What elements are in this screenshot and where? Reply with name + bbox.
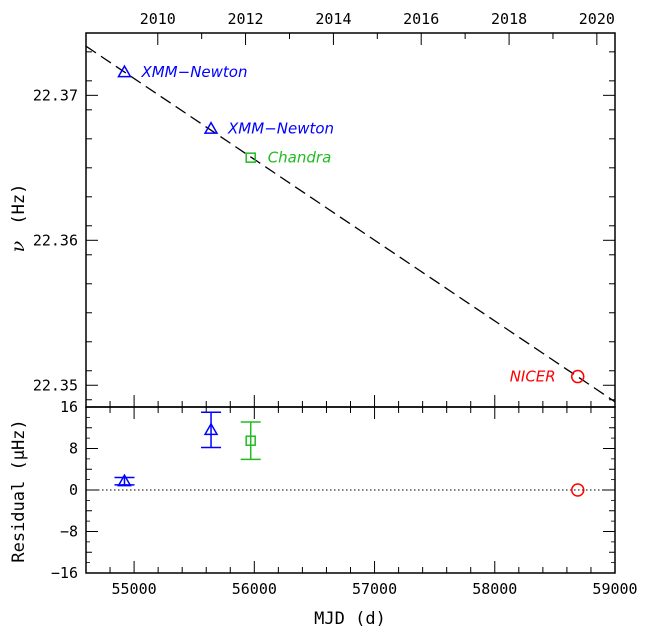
mjd-tick-label: 56000 <box>232 580 277 598</box>
year-tick-label: 2020 <box>579 10 615 28</box>
nu-tick-label: 22.36 <box>33 231 78 249</box>
nu-tick-label: 22.35 <box>33 376 78 394</box>
year-tick-label: 2014 <box>315 10 351 28</box>
nu-symbol: ν <box>7 240 29 252</box>
residual-panel: 16 8 0 −8 −16 55000 56000 57000 58000 59000 <box>51 398 638 598</box>
mjd-tick-label: 58000 <box>472 580 517 598</box>
nicer-frequency-point <box>570 369 585 384</box>
residual-tick-label: −16 <box>51 564 78 582</box>
mjd-tick-label: 59000 <box>592 580 637 598</box>
frequency-plot-frame <box>85 32 616 408</box>
mission-label: XMM−Newton <box>140 63 247 81</box>
year-tick-label: 2016 <box>403 10 439 28</box>
mission-label: NICER <box>510 368 556 386</box>
chandra-frequency-point <box>245 152 256 163</box>
residual-tick-label: 8 <box>69 440 78 458</box>
mission-label: XMM−Newton <box>227 120 334 138</box>
year-tick-label: 2010 <box>140 10 176 28</box>
frequency-axis-title: ν (Hz) <box>7 184 29 253</box>
residual-axis-title: Residual (μHz) <box>9 419 29 562</box>
mjd-tick-label: 57000 <box>352 580 397 598</box>
residual-tick-label: −8 <box>60 523 78 541</box>
nu-unit: (Hz) <box>9 184 29 225</box>
residual-tick-label: 16 <box>60 398 78 416</box>
frequency-panel: 2010 2012 2014 2016 2018 2020 22.37 22.36 22.35 X… <box>33 10 616 408</box>
chandra-residual-point <box>245 435 256 446</box>
xmm-newton-residual-point <box>117 473 132 487</box>
nu-tick-label: 22.37 <box>33 86 78 104</box>
nicer-residual-point <box>570 483 585 497</box>
residual-tick-label: 0 <box>69 481 78 499</box>
year-tick-label: 2012 <box>227 10 263 28</box>
mjd-tick-label: 55000 <box>112 580 157 598</box>
xmm-newton-frequency-point <box>117 64 132 78</box>
xmm-newton-residual-point <box>203 422 219 436</box>
xmm-newton-frequency-point <box>203 121 219 134</box>
spin-down-fit-line <box>85 45 616 403</box>
mission-label: Chandra <box>268 149 332 167</box>
year-tick-label: 2018 <box>491 10 527 28</box>
mjd-axis-title: MJD (d) <box>314 609 386 629</box>
